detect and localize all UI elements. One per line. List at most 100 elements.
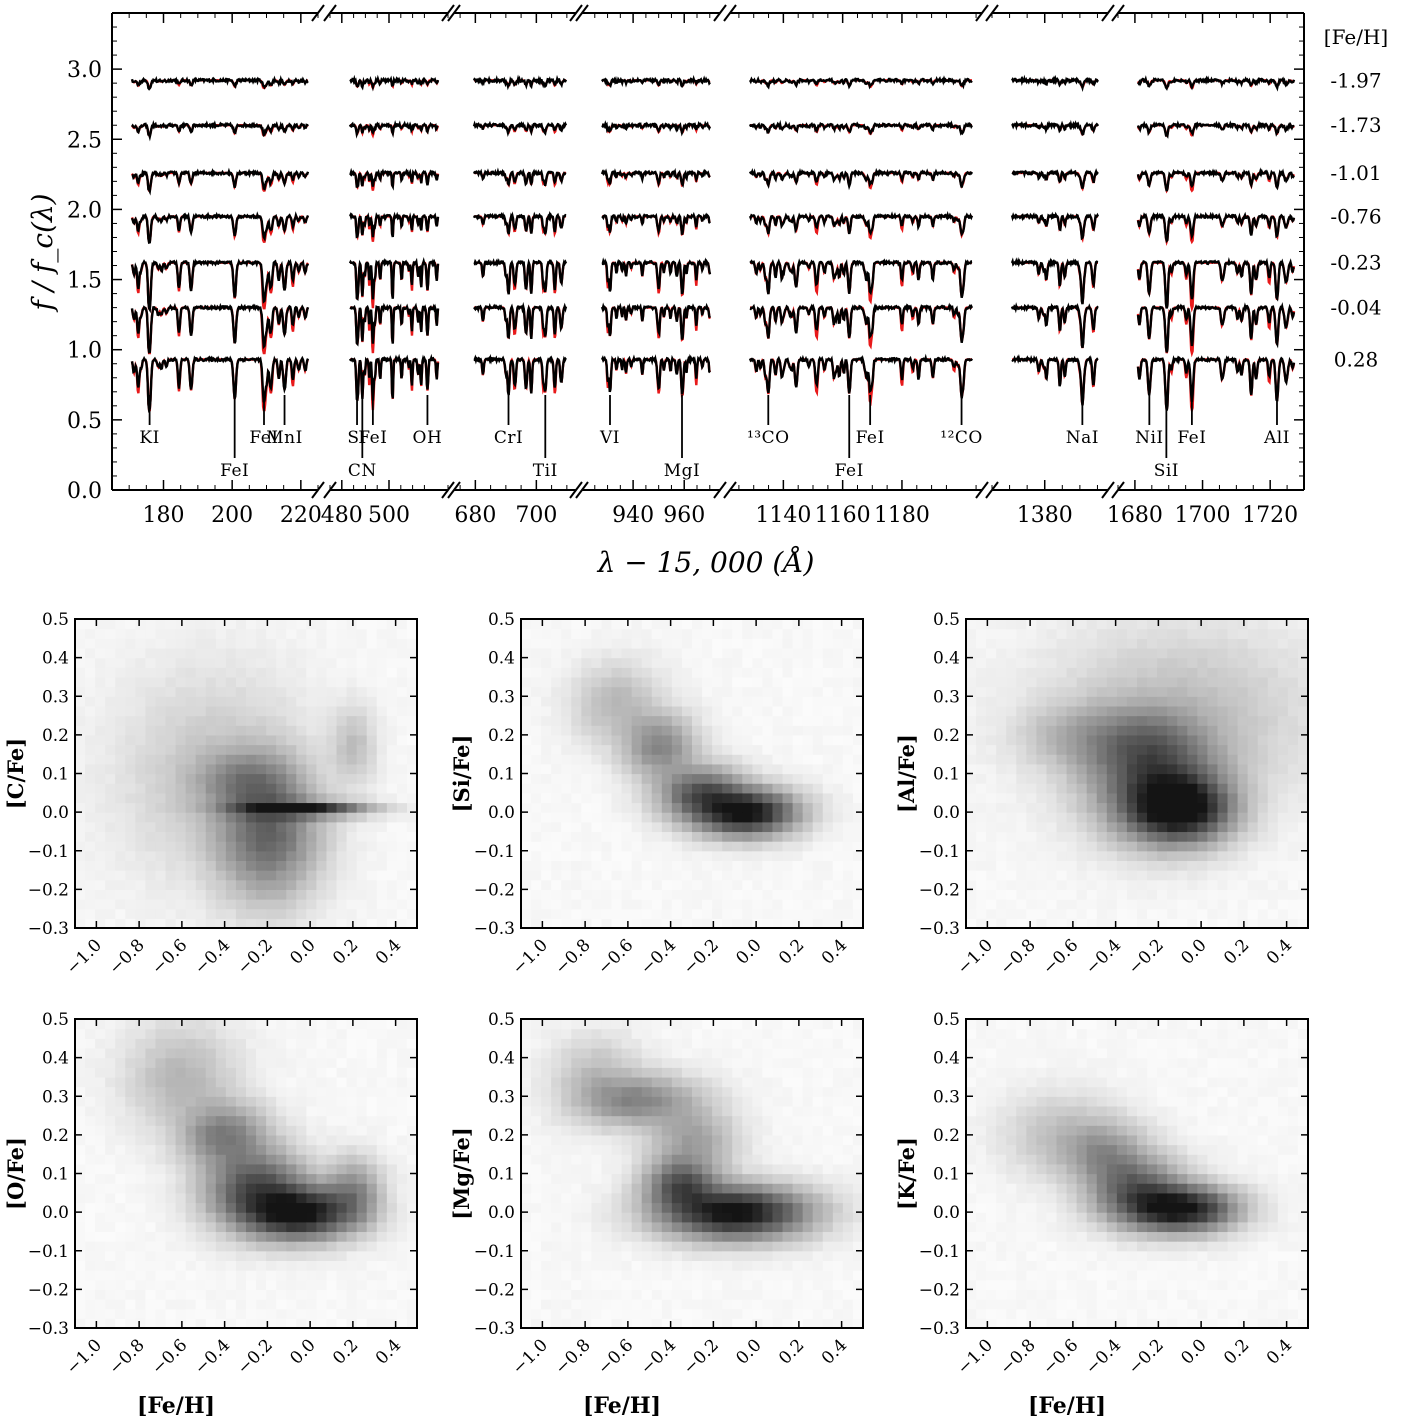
feh-series-label: -1.01 bbox=[1330, 161, 1381, 185]
density-bin bbox=[1097, 648, 1108, 658]
density-bin bbox=[662, 860, 673, 870]
density-bin bbox=[155, 822, 166, 832]
density-bin bbox=[581, 822, 592, 832]
density-bin bbox=[357, 745, 368, 755]
density-bin bbox=[316, 1048, 327, 1058]
density-bin bbox=[337, 1299, 348, 1309]
density-bin bbox=[1097, 783, 1108, 793]
density-bin bbox=[377, 1029, 388, 1039]
density-bin bbox=[712, 716, 723, 726]
density-bin bbox=[783, 870, 794, 880]
density-bin bbox=[125, 764, 136, 774]
density-bin bbox=[803, 677, 814, 687]
density-bin bbox=[397, 1309, 408, 1319]
density-bin bbox=[286, 638, 297, 648]
density-bin bbox=[742, 716, 753, 726]
line-id-label: FeI bbox=[1177, 428, 1206, 448]
density-bin bbox=[306, 1251, 317, 1261]
density-bin bbox=[1248, 716, 1259, 726]
density-bin bbox=[357, 1106, 368, 1116]
density-bin bbox=[176, 1183, 187, 1193]
density-bin bbox=[1067, 629, 1078, 639]
density-bin bbox=[1046, 860, 1057, 870]
density-bin bbox=[772, 793, 783, 803]
density-bin bbox=[1278, 687, 1289, 697]
density-bin bbox=[1268, 880, 1279, 890]
density-bin bbox=[1228, 638, 1239, 648]
density-bin bbox=[642, 638, 653, 648]
density-bin bbox=[1137, 783, 1148, 793]
density-bin bbox=[337, 1222, 348, 1232]
abundance-panel: 0.50.40.30.20.10.0−0.1−0.2−0.3−1.0−0.8−0… bbox=[449, 610, 864, 979]
density-bin bbox=[115, 619, 126, 629]
density-bin bbox=[591, 851, 602, 861]
density-bin bbox=[612, 677, 623, 687]
density-bin bbox=[115, 658, 126, 668]
density-bin bbox=[316, 638, 327, 648]
density-bin bbox=[155, 1222, 166, 1232]
density-bin bbox=[762, 802, 773, 812]
density-bin bbox=[571, 831, 582, 841]
density-bin bbox=[521, 880, 532, 890]
line-id-label: VI bbox=[599, 428, 620, 448]
density-bin bbox=[682, 638, 693, 648]
density-bin bbox=[266, 812, 277, 822]
density-bin bbox=[135, 1193, 146, 1203]
density-bin bbox=[601, 735, 612, 745]
density-bin bbox=[316, 1193, 327, 1203]
density-bin bbox=[541, 909, 552, 919]
density-bin bbox=[155, 783, 166, 793]
density-bin bbox=[176, 822, 187, 832]
density-bin bbox=[772, 831, 783, 841]
density-bin bbox=[95, 1212, 106, 1222]
density-bin bbox=[357, 716, 368, 726]
density-bin bbox=[306, 1106, 317, 1116]
density-bin bbox=[772, 677, 783, 687]
density-bin bbox=[326, 1202, 337, 1212]
density-bin bbox=[561, 745, 572, 755]
density-bin bbox=[803, 860, 814, 870]
density-bin bbox=[732, 745, 743, 755]
density-bin bbox=[105, 1058, 116, 1068]
density-bin bbox=[216, 889, 227, 899]
density-bin bbox=[1228, 687, 1239, 697]
density-bin bbox=[561, 889, 572, 899]
density-bin bbox=[1036, 706, 1047, 716]
feh-series-label: 0.28 bbox=[1334, 348, 1379, 372]
density-bin bbox=[823, 870, 834, 880]
density-bin bbox=[1097, 716, 1108, 726]
density-bin bbox=[833, 687, 844, 697]
density-bin bbox=[682, 860, 693, 870]
x-tick-label: 1160 bbox=[815, 503, 871, 528]
density-bin bbox=[296, 1145, 307, 1155]
density-bin bbox=[833, 648, 844, 658]
density-bin bbox=[377, 1058, 388, 1068]
density-bin bbox=[986, 667, 997, 677]
density-bin bbox=[521, 716, 532, 726]
density-bin bbox=[722, 658, 733, 668]
density-bin bbox=[762, 754, 773, 764]
density-bin bbox=[561, 658, 572, 668]
density-bin bbox=[85, 851, 96, 861]
density-bin bbox=[966, 802, 977, 812]
density-bin bbox=[1207, 889, 1218, 899]
density-bin bbox=[1147, 735, 1158, 745]
density-bin bbox=[145, 889, 156, 899]
density-bin bbox=[783, 687, 794, 697]
y-tick-label: 2.5 bbox=[67, 128, 102, 153]
density-bin bbox=[166, 1077, 177, 1087]
density-bin bbox=[652, 812, 663, 822]
density-bin bbox=[1097, 889, 1108, 899]
density-bin bbox=[571, 648, 582, 658]
density-bin bbox=[166, 716, 177, 726]
density-bin bbox=[206, 1077, 217, 1087]
density-bin bbox=[966, 783, 977, 793]
density-bin bbox=[833, 754, 844, 764]
density-bin bbox=[357, 1212, 368, 1222]
density-bin bbox=[1057, 658, 1068, 668]
density-bin bbox=[752, 860, 763, 870]
density-bin bbox=[236, 1299, 247, 1309]
density-bin bbox=[601, 725, 612, 735]
density-bin bbox=[996, 754, 1007, 764]
density-bin bbox=[1117, 696, 1128, 706]
